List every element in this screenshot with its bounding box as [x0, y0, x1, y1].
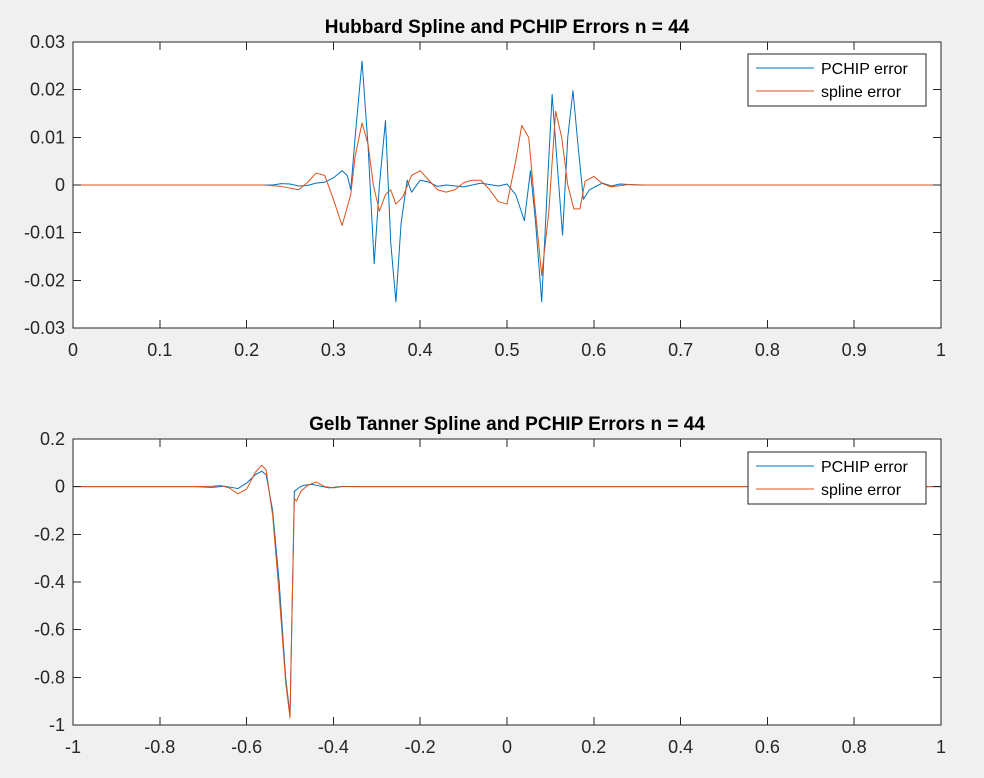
hubbard-legend-pchip-error-label: PCHIP error [821, 61, 909, 78]
hubbard-y-tick-label: 0.03 [30, 32, 65, 52]
gelb-tanner-x-tick-label: 0 [502, 737, 512, 757]
gelb-tanner-y-tick-label: 0 [55, 477, 65, 497]
gelb-tanner-y-tick-label: -0.6 [34, 620, 65, 640]
gelb-tanner-x-tick-label: 0.4 [668, 737, 693, 757]
hubbard-x-tick-label: 0.8 [755, 340, 780, 360]
hubbard-legend-box [747, 53, 927, 107]
gelb-tanner-legend-box [747, 451, 927, 505]
hubbard-x-tick-label: 0.3 [321, 340, 346, 360]
hubbard-y-tick-label: 0.01 [30, 127, 65, 147]
hubbard-spline-error-line [73, 110, 941, 277]
gelb-tanner-y-tick-label: 0.2 [40, 429, 65, 449]
gelb-tanner-x-tick-label: -0.4 [318, 737, 349, 757]
gelb-tanner-y-tick-label: -1 [49, 715, 65, 735]
hubbard-y-tick-label: -0.01 [24, 223, 65, 243]
gelb-tanner-x-tick-label: 0.8 [842, 737, 867, 757]
gelb-tanner-x-tick-label: -1 [65, 737, 81, 757]
gelb-tanner-legend: PCHIP error spline error [747, 451, 927, 505]
hubbard-x-tick-label: 0.6 [581, 340, 606, 360]
hubbard-y-tick-label: 0 [55, 175, 65, 195]
gelb-tanner-y-tick-label: -0.4 [34, 572, 65, 592]
hubbard-legend: PCHIP error spline error [747, 53, 927, 107]
gelb-tanner-y-tick-label: -0.8 [34, 667, 65, 687]
gelb-tanner-x-tick-label: -0.8 [144, 737, 175, 757]
gelb-tanner-legend-pchip-error-label: PCHIP error [821, 459, 909, 476]
gelb-tanner-legend-spline-error-label: spline error [821, 482, 902, 499]
hubbard-x-tick-label: 1 [936, 340, 946, 360]
gelb-tanner-y-tick-label: -0.2 [34, 524, 65, 544]
gelb-tanner-subplot-title: Gelb Tanner Spline and PCHIP Errors n = … [309, 414, 705, 435]
gelb-tanner-x-tick-label: -0.2 [405, 737, 436, 757]
gelb-tanner-x-tick-label: 0.6 [755, 737, 780, 757]
hubbard-x-tick-label: 0.1 [147, 340, 172, 360]
hubbard-x-tick-label: 0.5 [494, 340, 519, 360]
hubbard-x-tick-label: 0.2 [234, 340, 259, 360]
hubbard-x-tick-label: 0 [68, 340, 78, 360]
hubbard-x-tick-label: 0.9 [842, 340, 867, 360]
hubbard-y-tick-label: 0.02 [30, 80, 65, 100]
hubbard-subplot-title: Hubbard Spline and PCHIP Errors n = 44 [325, 17, 690, 38]
hubbard-x-tick-label: 0.7 [668, 340, 693, 360]
gelb-tanner-x-tick-label: 1 [936, 737, 946, 757]
hubbard-y-tick-label: -0.03 [24, 318, 65, 338]
hubbard-subplot: 0 0.1 0.2 0.3 0.4 0.5 0.6 0.7 0.8 0.9 1 -0.03 -0.02 -… [24, 17, 946, 360]
gelb-tanner-subplot: -1 -0.8 -0.6 -0.4 -0.2 0 0.2 0.4 0.6 0.8 1 -1 -0.8 -0… [34, 414, 946, 757]
hubbard-y-tick-label: -0.02 [24, 270, 65, 290]
gelb-tanner-x-tick-label: -0.6 [231, 737, 262, 757]
hubbard-x-tick-label: 0.4 [408, 340, 433, 360]
hubbard-pchip-error-line [73, 60, 941, 303]
gelb-tanner-x-tick-label: 0.2 [581, 737, 606, 757]
gelb-tanner-spline-error-line [73, 464, 941, 719]
hubbard-legend-spline-error-label: spline error [821, 84, 902, 101]
